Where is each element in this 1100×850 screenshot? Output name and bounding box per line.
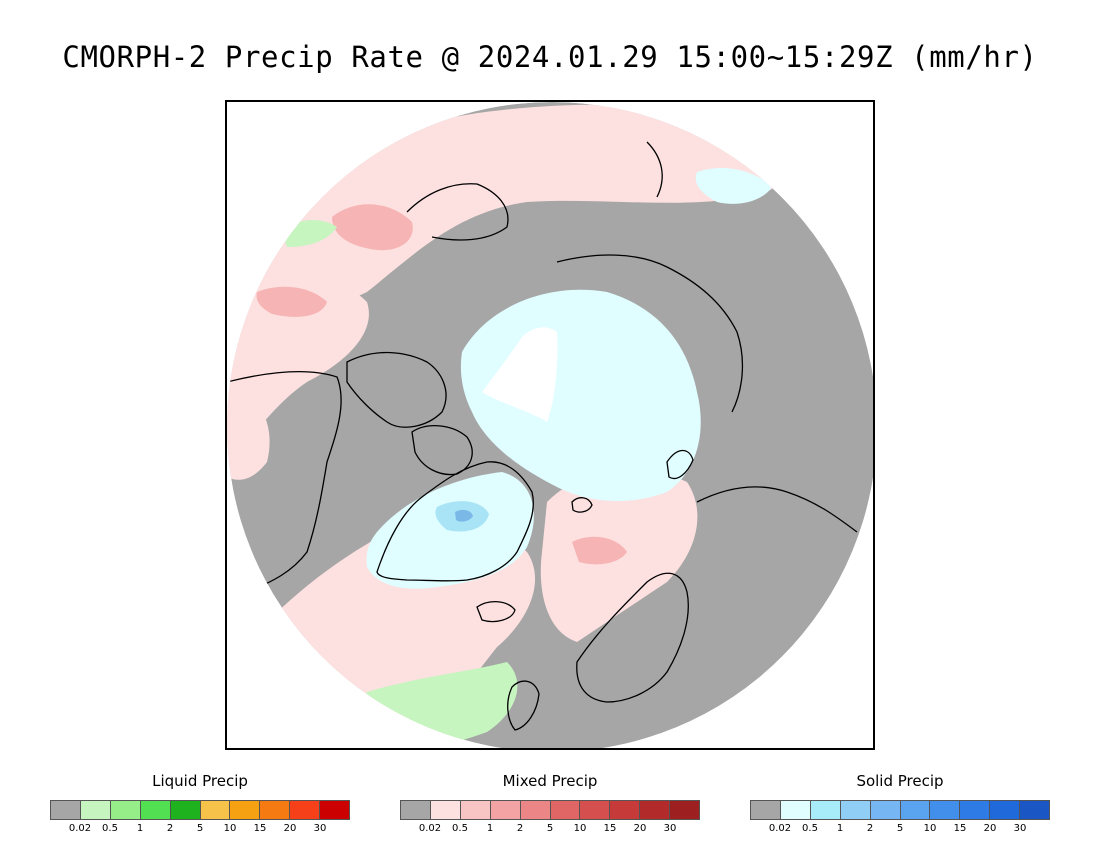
legend-tick-label: 1	[486, 823, 494, 834]
page-title: CMORPH-2 Precip Rate @ 2024.01.29 15:00~…	[62, 40, 1038, 74]
legend-swatch	[550, 801, 581, 819]
legend-swatch	[290, 801, 321, 819]
legend-swatch	[930, 801, 961, 819]
legend-tick-label: 20	[983, 823, 997, 834]
coastline-russia-north	[696, 486, 858, 533]
legend-swatch	[260, 801, 291, 819]
polar-map	[227, 102, 873, 748]
legend-swatch	[200, 801, 231, 819]
legend-tick-label: 0.5	[452, 823, 468, 834]
legend-tick-label: 0.02	[68, 823, 92, 834]
legend-swatch	[140, 801, 171, 819]
legend-swatch	[170, 801, 201, 819]
legend-tick-label: 30	[313, 823, 327, 834]
coastline-british-isles	[507, 680, 540, 731]
legend-color-bar	[50, 800, 350, 820]
legend-swatch	[110, 801, 141, 819]
coastline-alaska	[406, 183, 509, 241]
legend-swatch	[960, 801, 991, 819]
legend-title: Solid Precip	[856, 772, 944, 790]
legend-swatch	[840, 801, 871, 819]
legend-tick-label: 30	[1013, 823, 1027, 834]
legend-tick-label: 5	[896, 823, 904, 834]
legend-swatch	[780, 801, 811, 819]
legend-swatch	[670, 801, 700, 819]
legend-tick-label: 20	[633, 823, 647, 834]
legend-tick-label: 10	[573, 823, 587, 834]
legend-swatch	[460, 801, 491, 819]
legend-tick-label: 1	[136, 823, 144, 834]
legend-swatch	[490, 801, 521, 819]
legend-swatch	[320, 801, 350, 819]
legend-tick-label: 20	[283, 823, 297, 834]
coastline-canadian-archipelago	[346, 351, 447, 428]
legend-tick-label: 2	[166, 823, 174, 834]
legend-ticks: 0.02 0.5 1 2 5 10 15 20 30	[50, 823, 350, 837]
coastlines	[227, 141, 858, 731]
map-frame	[225, 100, 875, 750]
legend-tick-label: 0.5	[102, 823, 118, 834]
legend-swatch	[870, 801, 901, 819]
coastline-siberia	[556, 254, 744, 413]
mixed-precip-north-pacific	[263, 104, 793, 303]
legend-swatch	[230, 801, 261, 819]
mixed-precip-heavier-2	[256, 286, 327, 317]
legend-ticks: 0.02 0.5 1 2 5 10 15 20 30	[750, 823, 1050, 837]
legend-title: Mixed Precip	[502, 772, 598, 790]
legend-title: Liquid Precip	[152, 772, 248, 790]
legend-swatch	[430, 801, 461, 819]
legend-swatch	[810, 801, 841, 819]
legend-swatch	[401, 801, 431, 819]
legend-tick-label: 15	[253, 823, 267, 834]
solid-precip-greenland-heavy	[455, 509, 473, 522]
legend-swatch	[520, 801, 551, 819]
mixed-precip-heavier-3	[572, 536, 627, 565]
legend-tick-label: 1	[836, 823, 844, 834]
legend-tick-label: 30	[663, 823, 677, 834]
legend-tick-label: 5	[196, 823, 204, 834]
legend-tick-label: 0.02	[768, 823, 792, 834]
coastline-novaya-zemlya	[666, 449, 694, 480]
legend-swatch	[1020, 801, 1050, 819]
legend-swatch	[51, 801, 81, 819]
legend-tick-label: 2	[516, 823, 524, 834]
mixed-precip-heavier-1	[332, 204, 413, 251]
legend-swatch	[80, 801, 111, 819]
legend-tick-label: 2	[866, 823, 874, 834]
legend-tick-label: 5	[546, 823, 554, 834]
legend-swatch	[640, 801, 671, 819]
legend-color-bar	[400, 800, 700, 820]
legend-tick-label: 0.02	[418, 823, 442, 834]
coastline-north-america	[227, 370, 342, 593]
legend-tick-label: 15	[953, 823, 967, 834]
coastline-kamchatka	[646, 141, 663, 198]
legend-solid-precip: Solid Precip 0.02 0.5 1 2 5 10 15 20 30	[750, 770, 1050, 837]
solid-precip-north-pacific-edge	[695, 167, 772, 204]
legend-swatch	[580, 801, 611, 819]
legend-swatch	[610, 801, 641, 819]
coastline-greenland	[376, 461, 534, 582]
mixed-precip-west	[227, 268, 369, 452]
coastline-iceland	[476, 601, 516, 623]
coastline-scandinavia	[576, 572, 689, 703]
legend-tick-label: 15	[603, 823, 617, 834]
legend-swatch	[990, 801, 1021, 819]
legend-swatch	[751, 801, 781, 819]
legend-tick-label: 10	[923, 823, 937, 834]
legend-mixed-precip: Mixed Precip 0.02 0.5 1 2 5 10 15 20 30	[400, 770, 700, 837]
legend-swatch	[900, 801, 931, 819]
pole-gap	[482, 327, 558, 422]
legend-liquid-precip: Liquid Precip 0.02 0.5 1 2 5 10 15 20 30	[50, 770, 350, 837]
coastline-canadian-archipelago-2	[411, 425, 473, 476]
legend-ticks: 0.02 0.5 1 2 5 10 15 20 30	[400, 823, 700, 837]
coastline-svalbard	[571, 497, 593, 513]
legend-tick-label: 10	[223, 823, 237, 834]
legend-tick-label: 0.5	[802, 823, 818, 834]
mixed-precip-west-2	[227, 382, 270, 480]
legend-color-bar	[750, 800, 1050, 820]
